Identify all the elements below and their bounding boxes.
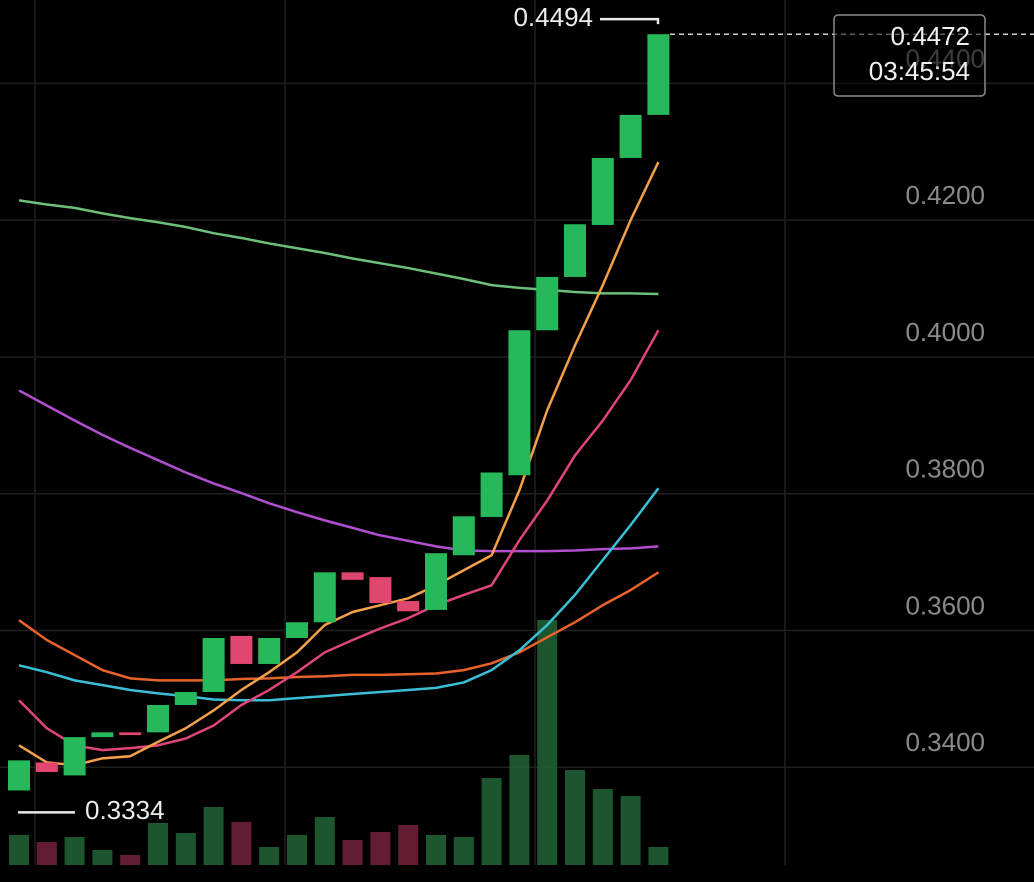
- y-tick-label: 0.4000: [905, 317, 985, 347]
- volume-bar: [259, 847, 280, 865]
- candle-body: [647, 34, 670, 115]
- candle-body: [286, 622, 308, 638]
- candle-body: [508, 330, 531, 476]
- candle-body: [480, 472, 503, 517]
- volume-bar: [453, 837, 474, 865]
- volume-bar: [565, 770, 585, 865]
- volume-bar: [537, 620, 558, 865]
- candle-body: [425, 553, 447, 610]
- high-label: 0.4494: [513, 2, 593, 32]
- low-label: 0.3334: [85, 795, 165, 825]
- candle-body: [230, 635, 253, 664]
- y-tick-label: 0.3600: [905, 590, 985, 620]
- volume-bar: [314, 817, 335, 865]
- moving-average-line: [18, 571, 660, 682]
- candle-body: [397, 601, 420, 612]
- candle-body: [63, 737, 86, 776]
- y-tick-label: 0.4200: [905, 180, 985, 210]
- candle-body: [119, 732, 142, 736]
- moving-average-line: [18, 389, 659, 553]
- moving-average-line: [18, 161, 660, 767]
- candle-body: [202, 637, 225, 692]
- volume-bar: [148, 823, 168, 865]
- candle-body: [147, 704, 169, 733]
- volume-bar: [287, 835, 307, 865]
- candle-body: [174, 692, 197, 705]
- candle-body: [313, 572, 336, 623]
- candle-body: [341, 572, 364, 580]
- candle-body: [91, 732, 114, 738]
- volume-bar: [426, 835, 446, 865]
- last-price-label: 0.4472: [890, 21, 970, 51]
- volume-bar: [620, 796, 641, 865]
- volume-bar: [370, 832, 391, 865]
- candle-body: [35, 762, 58, 773]
- last-time-label: 03:45:54: [869, 56, 970, 86]
- last-price-box: [833, 14, 986, 97]
- y-tick-label: 0.3800: [905, 454, 985, 484]
- candle-body: [258, 637, 281, 664]
- high-marker: [600, 17, 660, 25]
- volume-bar: [231, 822, 252, 865]
- moving-average-line: [18, 487, 660, 702]
- y-tick-label: 0.3400: [905, 727, 985, 757]
- volume-bar: [36, 842, 57, 865]
- candle-body: [564, 224, 586, 277]
- volume-bar: [398, 825, 419, 865]
- volume-bar: [203, 807, 224, 865]
- candle-body: [536, 276, 559, 331]
- volume-bar: [120, 855, 141, 865]
- candle-body: [619, 114, 642, 158]
- volume-bar: [592, 789, 613, 865]
- moving-average-line: [18, 329, 660, 752]
- volume-bar: [648, 847, 669, 865]
- candle-body: [452, 516, 475, 556]
- candle-body: [8, 760, 30, 791]
- moving-average-line: [18, 199, 659, 296]
- candle-body: [591, 157, 614, 225]
- volume-bar: [64, 837, 85, 865]
- candle-body: [369, 577, 392, 604]
- volume-bar: [509, 755, 530, 865]
- volume-bar: [481, 778, 502, 865]
- volume-bar: [342, 840, 363, 865]
- volume-bar: [92, 850, 113, 865]
- volume-bar: [175, 833, 196, 865]
- volume-bar: [9, 835, 29, 865]
